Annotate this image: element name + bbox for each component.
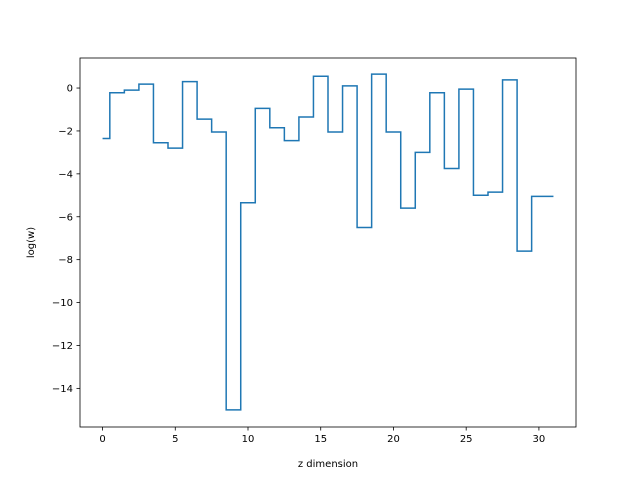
y-tick-label: −14 [52, 384, 73, 395]
y-tick-label: −4 [58, 169, 73, 180]
axes-frame [79, 57, 577, 428]
series-line-0 [102, 73, 554, 411]
x-tick-label: 30 [533, 434, 546, 445]
x-tick-label: 10 [242, 434, 255, 445]
y-tick-label: 0 [67, 84, 73, 95]
x-axis-ticks: 0 5 10 15 20 25 30 [99, 427, 545, 445]
x-axis-label: z dimension [298, 459, 358, 470]
plot-area [102, 73, 554, 411]
x-tick-label: 20 [387, 434, 400, 445]
y-tick-label: −10 [52, 298, 73, 309]
y-axis-ticks: 0 −2 −4 −6 −8 −10 −12 −14 [52, 84, 80, 395]
x-tick-label: 0 [99, 434, 105, 445]
y-tick-label: −8 [58, 255, 73, 266]
y-tick-label: −12 [52, 341, 73, 352]
y-tick-label: −6 [58, 212, 73, 223]
x-tick-label: 25 [460, 434, 473, 445]
x-tick-label: 15 [314, 434, 327, 445]
y-tick-label: −2 [58, 126, 73, 137]
x-tick-label: 5 [172, 434, 178, 445]
y-axis-label: log(w) [26, 227, 37, 258]
